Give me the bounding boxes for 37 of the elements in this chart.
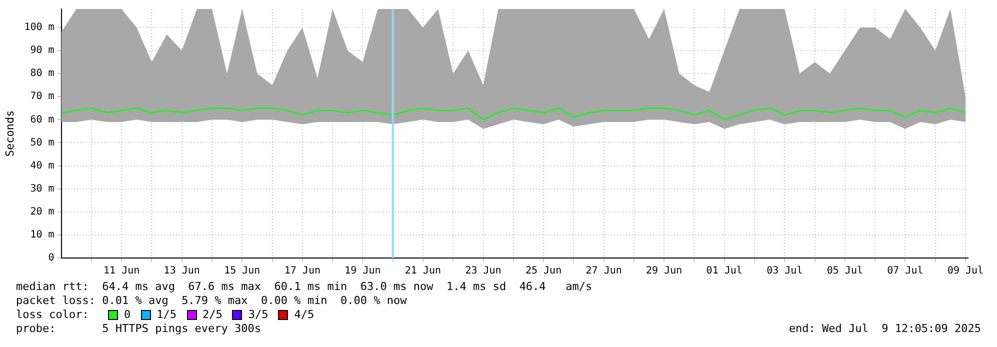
text: 4/5 <box>294 308 314 322</box>
y-tick-label: 50 m <box>30 137 54 148</box>
y-tick-label: 40 m <box>30 160 54 172</box>
y-tick-label: 90 m <box>30 45 54 56</box>
text: 1/5 <box>156 308 176 322</box>
text: 0 <box>124 308 131 322</box>
y-tick-label: 0 <box>48 252 54 264</box>
y-tick-label: 70 m <box>30 91 54 102</box>
text: packet loss: 0.01 % avg 5.79 % max 0.00 % min 0.00 % now <box>16 294 408 308</box>
x-tick-label: 29 Jun <box>646 266 682 277</box>
y-tick-label: 30 m <box>30 183 54 194</box>
y-tick-label: 100 m <box>24 22 54 34</box>
y-axis-title: Seconds <box>3 110 16 157</box>
y-tick-label: 60 m <box>30 114 54 126</box>
x-tick-label: 21 Jun <box>404 266 442 277</box>
text: end: Wed Jul 9 12:05:09 2025 <box>788 322 981 336</box>
y-tick-label: 80 m <box>30 68 54 80</box>
y-tick-label: 20 m <box>30 206 54 218</box>
x-tick-label: 15 Jun <box>224 266 260 277</box>
text: 2/5 <box>202 308 222 322</box>
x-tick-label: 01 Jul <box>706 266 742 277</box>
x-tick-label: 17 Jun <box>284 266 320 277</box>
x-tick-label: 27 Jun <box>586 266 622 277</box>
text: median rtt: 64.4 ms avg 67.6 ms max 60.1 ms min 63.0 ms now 1.4 ms sd 46.4 am/s <box>16 280 594 294</box>
text: probe: 5 HTTPS pings every 300s <box>16 322 262 336</box>
x-tick-label: 03 Jul <box>766 266 803 277</box>
y-tick-label: 10 m <box>30 230 54 241</box>
text: loss color: <box>16 308 90 322</box>
x-tick-label: 23 Jun <box>465 266 502 277</box>
x-tick-label: 25 Jun <box>525 266 562 277</box>
text: 3/5 <box>248 308 268 322</box>
x-tick-label: 13 Jun <box>164 266 200 277</box>
x-tick-label: 05 Jul <box>826 266 863 277</box>
x-tick-label: 07 Jul <box>887 266 924 277</box>
x-tick-label: 11 Jun <box>104 266 140 277</box>
x-tick-label: 09 Jul <box>947 266 984 277</box>
x-tick-label: 19 Jun <box>344 266 381 277</box>
